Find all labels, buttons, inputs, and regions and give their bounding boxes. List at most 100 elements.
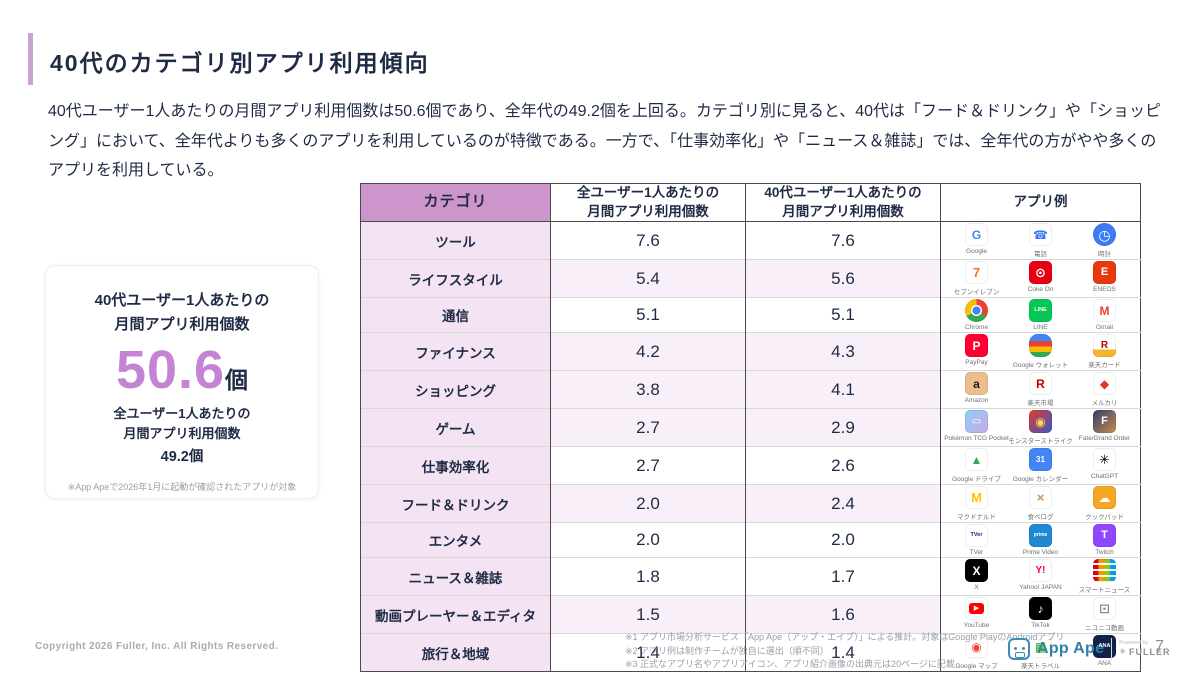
app-icon-label: Pokémon TCG Pocket — [944, 435, 1009, 442]
app-icon-label: Twitch — [1095, 549, 1114, 556]
app-examples-cell: P PayPay Google ウォレット R 楽天カード — [940, 332, 1141, 371]
forties-value-cell: 7.6 — [745, 221, 941, 260]
app-icon-item: F Fate/Grand Order — [1074, 410, 1136, 445]
app-icon-item: Google ウォレット — [1010, 334, 1072, 369]
app-icon-label: ANA — [1097, 660, 1112, 667]
table-row: 動画プレーヤー＆エディタ 1.5 1.6 ▶ YouTube ♪ TikTok ⊡ ニコニコ動画 — [360, 595, 1141, 634]
category-cell: 旅行＆地域 — [360, 633, 551, 672]
table-row: エンタメ 2.0 2.0 TVer TVer prime Prime Video T Twitc… — [360, 522, 1141, 558]
summary-big-unit: 個 — [225, 367, 249, 393]
app-icon-item: T Twitch — [1074, 524, 1136, 556]
app-icon-label: YouTube — [963, 622, 990, 629]
app-icon-item: G Google — [946, 223, 1008, 258]
all-users-value-cell: 1.5 — [550, 595, 746, 634]
category-cell: フード＆ドリンク — [360, 484, 551, 523]
description-text: 40代ユーザー1人あたりの月間アプリ利用個数は50.6個であり、全年代の49.2… — [48, 103, 1162, 180]
clock-icon: ◷ — [1093, 223, 1116, 246]
category-cell: エンタメ — [360, 522, 551, 558]
forties-value-cell: 1.6 — [745, 595, 941, 634]
app-icon-item: ♪ TikTok — [1010, 597, 1072, 632]
x-icon: X — [965, 559, 988, 582]
app-icon-item: R 楽天市場 — [1010, 372, 1072, 407]
app-icon-item: ⊙ Coke On — [1010, 261, 1072, 296]
app-icon-label: Gmail — [1096, 324, 1113, 331]
app-icon-label: メルカリ — [1091, 400, 1118, 407]
app-icon-label: 電話 — [1034, 251, 1047, 258]
app-icon-label: マクドナルド — [957, 514, 996, 521]
copyright-text: Copyright 2026 Fuller, Inc. All Rights R… — [35, 641, 279, 652]
app-examples-cell: ▲ Google ドライブ 31 Google カレンダー ✳ ChatGPT — [940, 446, 1141, 485]
forties-value-cell: 4.1 — [745, 370, 941, 409]
footnote-line: ※3 正式なアプリ名やアプリアイコン、アプリ紹介画像の出典元は20ページに記載 — [625, 659, 955, 669]
forties-value-cell: 2.4 — [745, 484, 941, 523]
app-icon-item: R 楽天カード — [1074, 334, 1136, 369]
category-cell: ショッピング — [360, 370, 551, 409]
rakuten-card-icon: R — [1093, 334, 1116, 357]
app-examples-cell: ▭ Pokémon TCG Pocket ◉ モンスターストライク F Fate/Gran… — [940, 408, 1141, 447]
cookpad-icon: ☁ — [1093, 486, 1116, 509]
forties-value-cell: 5.6 — [745, 259, 941, 298]
app-icon-label: Amazon — [964, 397, 989, 404]
google-calendar-icon: 31 — [1029, 448, 1052, 471]
app-examples-cell: G Google ☎ 電話 ◷ 時計 — [940, 221, 1141, 260]
app-icon-label: Chrome — [964, 324, 989, 331]
category-cell: ツール — [360, 221, 551, 260]
table-row: ショッピング 3.8 4.1 a Amazon R 楽天市場 ◆ メルカリ — [360, 370, 1141, 409]
summary-card-note: ※App Apeで2026年1月に起動が確認されたアプリが対象 — [67, 482, 297, 493]
tiktok-icon: ♪ — [1029, 597, 1052, 620]
page-number: 7 — [1155, 638, 1164, 655]
app-icon-item: M Gmail — [1074, 299, 1136, 331]
all-users-value-cell: 2.0 — [550, 522, 746, 558]
twitch-icon: T — [1093, 524, 1116, 547]
app-icon-label: TVer — [969, 549, 984, 556]
app-icon-label: Google ドライブ — [952, 476, 1001, 483]
fuller-logo: ✳ FULLER — [1119, 647, 1170, 658]
category-cell: ニュース＆雑誌 — [360, 557, 551, 596]
app-icon-label: 食べログ — [1027, 514, 1054, 521]
category-cell: 通信 — [360, 297, 551, 333]
app-icon-label: Google ウォレット — [1012, 362, 1069, 369]
forties-value-cell: 2.6 — [745, 446, 941, 485]
mcdonalds-icon: M — [965, 486, 988, 509]
eneos-icon: E — [1093, 261, 1116, 284]
app-icon-label: Google — [966, 248, 987, 255]
line-icon: LINE — [1029, 299, 1052, 322]
all-users-value-cell: 1.8 — [550, 557, 746, 596]
app-icon-label: Prime Video — [1022, 549, 1059, 556]
forties-value-cell: 2.0 — [745, 522, 941, 558]
brand-divider — [1111, 638, 1113, 660]
app-examples-cell: ▶ YouTube ♪ TikTok ⊡ ニコニコ動画 — [940, 595, 1141, 634]
title-accent-bar — [28, 33, 33, 85]
all-users-value-cell: 5.4 — [550, 259, 746, 298]
forties-value-cell: 5.1 — [745, 297, 941, 333]
app-icon-item: × 食べログ — [1010, 486, 1072, 521]
app-icon-item: ◷ 時計 — [1074, 223, 1136, 258]
app-icon-item: スマートニュース — [1074, 559, 1136, 594]
app-examples-cell: ◉ Google マップ ▦ 楽天トラベル ANA ANA — [940, 633, 1141, 672]
tver-icon: TVer — [965, 524, 988, 547]
rakuten-ichiba-icon: R — [1029, 372, 1052, 395]
brand-logo: App Ape Powered by ✳ FULLER — [1008, 638, 1170, 660]
forties-value-cell: 1.7 — [745, 557, 941, 596]
table-row: 通信 5.1 5.1 Chrome LINE LINE M Gmail — [360, 297, 1141, 333]
column-header-2: 40代ユーザー1人あたりの 月間アプリ利用個数 — [745, 183, 941, 222]
app-icon-label: X — [974, 584, 979, 591]
summary-card-value: 50.6個 — [46, 339, 318, 401]
app-icon-item: ☁ クックパッド — [1074, 486, 1136, 521]
all-users-value-cell: 2.0 — [550, 484, 746, 523]
app-icon-label: Fate/Grand Order — [1078, 435, 1131, 442]
fate-grand-order-icon: F — [1093, 410, 1116, 433]
app-examples-cell: Chrome LINE LINE M Gmail — [940, 297, 1141, 333]
app-icon-item: prime Prime Video — [1010, 524, 1072, 556]
table-row: ライフスタイル 5.4 5.6 7 セブンイレブン ⊙ Coke On E ENEOS — [360, 259, 1141, 298]
yahoo-japan-icon: Y! — [1029, 559, 1052, 582]
app-examples-cell: TVer TVer prime Prime Video T Twitch — [940, 522, 1141, 558]
app-icon-item: ▲ Google ドライブ — [946, 448, 1008, 483]
app-icon-label: 時計 — [1098, 251, 1111, 258]
paypay-icon: P — [965, 334, 988, 357]
app-icon-item: ◉ モンスターストライク — [1008, 410, 1073, 445]
app-icon-item: E ENEOS — [1074, 261, 1136, 296]
page-title: 40代のカテゴリ別アプリ利用傾向 — [50, 50, 430, 76]
tabelog-icon: × — [1029, 486, 1052, 509]
table-row: フード＆ドリンク 2.0 2.4 M マクドナルド × 食べログ ☁ クックパッド — [360, 484, 1141, 523]
